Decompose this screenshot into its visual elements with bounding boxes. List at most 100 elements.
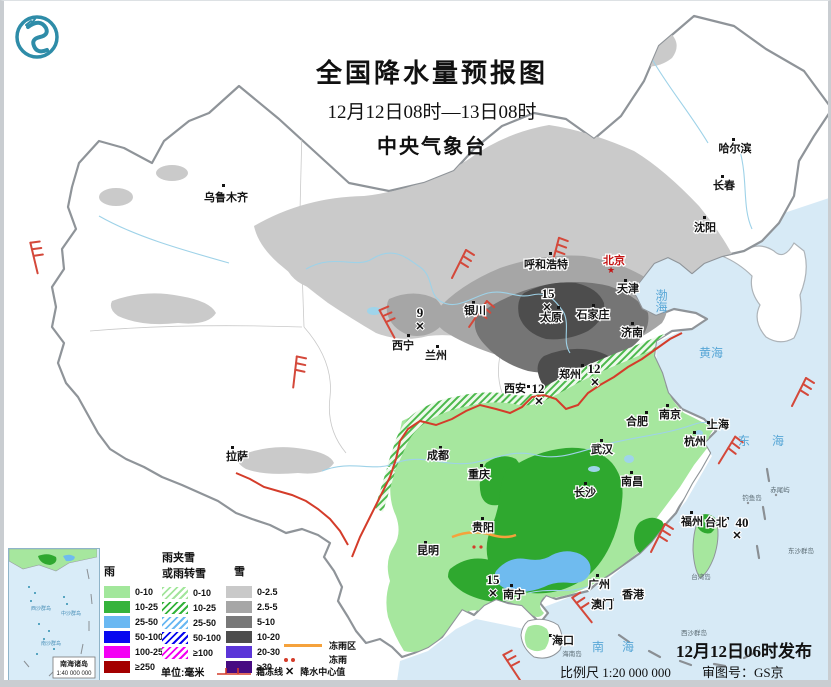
legend: 雨 0-10 10-25 25-50 50-100 100-250 ≥250 雨… — [4, 541, 404, 680]
swatch-sleet-100 — [162, 646, 188, 659]
city-hohhot: 呼和浩特 — [523, 252, 569, 272]
city-lanzhou: 兰州 — [424, 345, 448, 363]
qinghai-lake — [367, 307, 381, 315]
city-label: 呼和浩特 — [524, 257, 568, 271]
sea-label-east-sea: 东海 — [738, 433, 806, 448]
center-value: 15 — [542, 286, 556, 301]
swatch-sleet-25-50 — [162, 616, 188, 629]
swatch-snow-0-2.5 — [226, 585, 252, 598]
legend-item: 2.5-5 — [226, 599, 280, 614]
city-label: 石家庄 — [576, 307, 610, 321]
freezing-rain-zone-line — [451, 531, 517, 539]
city-label: 兰州 — [425, 348, 447, 362]
city-nanjing: 南京 — [658, 404, 682, 422]
legend-sleet-title-2: 或雨转雪 — [162, 568, 206, 580]
city-label: 哈尔滨 — [719, 141, 752, 155]
city-chongqing: 重庆 — [467, 464, 491, 482]
city-hangzhou: 杭州 — [683, 431, 707, 449]
island-label-chiwei: 赤尾屿 — [770, 485, 790, 494]
swatch-snow-30 — [226, 660, 252, 673]
center-x-icon: ✕ — [542, 302, 551, 314]
city-nanning: 南宁 — [502, 584, 526, 602]
precip-center: 9✕ — [414, 304, 425, 334]
island-label-dongsha: 东沙群岛 — [788, 546, 814, 555]
legend-sleet-title-1: 雨夹雪 — [162, 552, 195, 564]
precip-center: 40✕ — [731, 514, 749, 543]
city-changsha: 长沙 — [573, 482, 597, 500]
center-value: 12 — [588, 361, 601, 376]
tai-lake — [695, 430, 703, 436]
swatch-snow-10-20 — [226, 630, 252, 643]
legend-item: 100-250 — [104, 644, 168, 659]
city-label: 南京 — [659, 407, 681, 421]
legend-freezing-rain-zone: 冻雨区 — [284, 639, 356, 652]
city-taipei: 台北 — [704, 514, 729, 530]
legend-item: 0-10 — [104, 584, 168, 599]
city-jinan: 济南 — [620, 322, 644, 340]
city-label: 广州 — [588, 577, 610, 591]
city-label: 太原 — [539, 310, 562, 324]
freezing-rain-dot — [479, 545, 483, 549]
legend-freezing-rain: 冻雨 — [284, 653, 347, 666]
forecast-period: 12月12日08时—13日08时 — [327, 102, 537, 123]
dongting-lake — [588, 466, 600, 472]
island-label-taiwan: 台湾岛 — [691, 572, 711, 581]
approval-number: 审图号：GS京(2024)0236号 — [702, 665, 784, 680]
capital-star-icon: ★ — [607, 265, 615, 275]
city-label: 乌鲁木齐 — [204, 190, 249, 204]
city-label: 福州 — [680, 514, 703, 528]
city-wuhan: 武汉 — [590, 439, 615, 457]
issued-time: 12月12日06时发布 — [676, 642, 812, 661]
wind-barb-icon — [18, 236, 56, 275]
center-value: 15 — [487, 572, 501, 587]
city-label: 郑州 — [559, 367, 581, 381]
sea-label-bohai: 渤海 — [654, 289, 668, 313]
city-zhengzhou: 郑州 — [558, 364, 584, 382]
city-label: 昆明 — [417, 544, 439, 557]
inset-title: 南海诸岛 — [60, 659, 88, 668]
city-chengdu: 成都 — [426, 446, 450, 463]
swatch-rain-0-10 — [104, 585, 130, 598]
legend-frost-line: 霜冻线 — [216, 665, 283, 678]
title-block: 全国降水量预报图 12月12日08时—13日08时 中央气象台 — [282, 53, 582, 159]
inset-rain-core — [63, 554, 75, 562]
swatch-rain-50-100 — [104, 630, 130, 643]
legend-sleet-section: 雨夹雪 或雨转雪 0-10 10-25 25-50 50-100 ≥100 — [162, 549, 221, 660]
city-xining: 西宁 — [391, 334, 415, 353]
city-label: 沈阳 — [694, 220, 716, 234]
city-label: 贵阳 — [472, 520, 494, 534]
hainan-rain — [524, 624, 550, 652]
city-label: 海口 — [552, 633, 574, 647]
center-value: 9 — [417, 305, 424, 320]
legend-item: 50-100 — [104, 629, 168, 644]
center-value: 12 — [532, 381, 545, 396]
legend-item: 25-50 — [104, 614, 168, 629]
legend-item: 5-10 — [226, 614, 280, 629]
city-label: 北京 — [603, 253, 625, 267]
frost-line-tibet — [235, 472, 349, 546]
swatch-sleet-10-25 — [162, 601, 188, 614]
swatch-snow-20-30 — [226, 645, 252, 658]
city-fuzhou: 福州 — [679, 511, 704, 529]
island-label-diaoyu: 钓鱼岛 — [742, 493, 762, 502]
inset-label-nansha: 南沙群岛 — [41, 640, 61, 647]
city-label: 银川 — [464, 303, 486, 317]
frost-line-main — [351, 332, 683, 558]
precip-center: 12✕ — [530, 380, 546, 409]
city-shenyang: 沈阳 — [693, 216, 717, 235]
legend-rain-section: 雨 0-10 10-25 25-50 50-100 100-250 ≥250 — [104, 563, 168, 674]
swatch-rain-25-50 — [104, 615, 130, 628]
precip-center: 15✕ — [485, 571, 501, 601]
sea-label-yellow-sea: 黄海 — [699, 345, 723, 360]
legend-item: ≥250 — [104, 659, 168, 674]
dragon-icon — [26, 20, 49, 54]
city-xian: 西安 — [503, 380, 530, 396]
cma-logo — [15, 15, 59, 59]
city-label: 南宁 — [503, 587, 525, 601]
cities: 乌鲁木齐 拉萨 西宁 兰州 银川 呼和浩特 天津 石家庄 太原 济南 郑州 西安… — [203, 138, 753, 648]
legend-item: 10-25 — [104, 599, 168, 614]
city-shijiazhuang: 石家庄 — [574, 304, 611, 322]
sea-area — [397, 198, 828, 680]
frost-line-icon — [217, 667, 251, 675]
inset-dash-line — [23, 568, 93, 677]
